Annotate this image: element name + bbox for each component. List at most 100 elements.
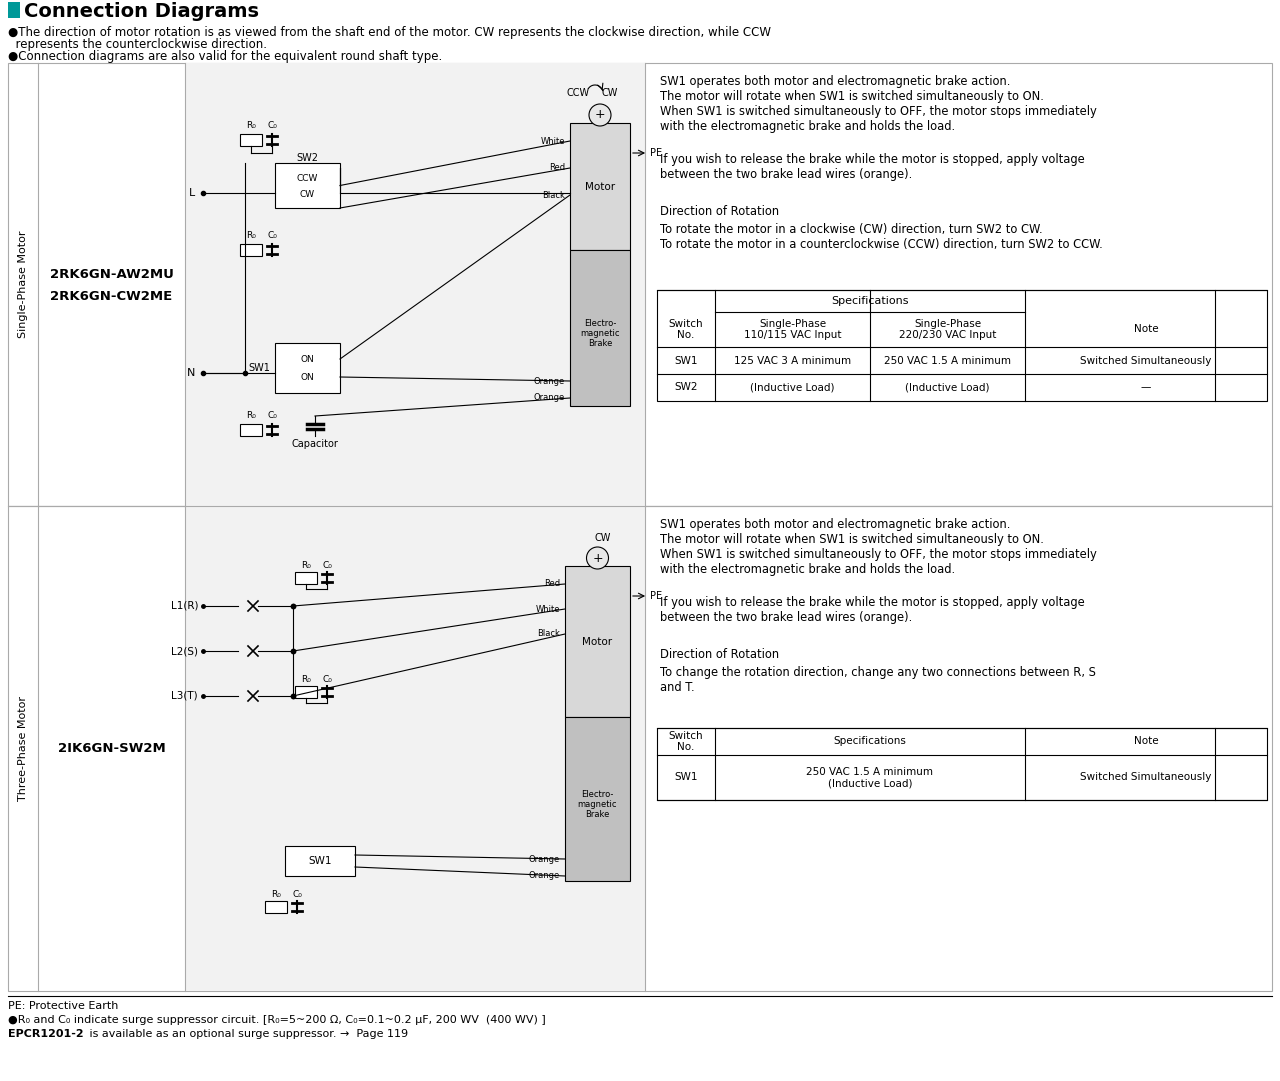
Text: Motor: Motor [585,182,616,191]
Text: Direction of Rotation: Direction of Rotation [660,648,780,660]
Text: Capacitor: Capacitor [292,439,338,449]
Text: ON: ON [301,355,315,363]
Text: Brake: Brake [588,338,612,348]
Text: Orange: Orange [534,376,564,386]
Text: L3(T): L3(T) [172,691,198,700]
Text: N: N [187,368,195,378]
Text: CCW: CCW [567,88,590,98]
Bar [657,728,1267,800]
Bar [8,506,1272,991]
Text: SW2: SW2 [297,154,319,163]
Text: (Inductive Load): (Inductive Load) [905,383,989,392]
Text: L1(R): L1(R) [170,601,198,611]
Text: magnetic: magnetic [580,329,620,337]
Text: SW1: SW1 [248,363,270,373]
Circle shape [589,104,611,126]
Text: Specifications: Specifications [833,736,906,747]
Text: Electro-: Electro- [584,319,616,328]
Text: Orange: Orange [534,393,564,402]
Bar [8,63,1272,506]
Text: Single-Phase Motor: Single-Phase Motor [18,230,28,338]
Text: ●Connection diagrams are also valid for the equivalent round shaft type.: ●Connection diagrams are also valid for … [8,50,443,63]
Text: To rotate the motor in a clockwise (CW) direction, turn SW2 to CW.
To rotate the: To rotate the motor in a clockwise (CW) … [660,223,1103,251]
Bar [285,846,355,876]
Text: L2(S): L2(S) [172,646,198,656]
Text: Switch
No.: Switch No. [668,731,703,752]
Bar [265,900,287,913]
Bar [186,63,645,506]
Bar [275,163,340,208]
Text: C₀: C₀ [268,121,276,130]
Text: C₀: C₀ [323,675,332,684]
Bar [570,123,630,251]
Bar [294,686,317,698]
Text: Brake: Brake [585,810,609,818]
Text: SW1 operates both motor and electromagnetic brake action.
The motor will rotate : SW1 operates both motor and electromagne… [660,518,1097,576]
Text: 2IK6GN-SW2M: 2IK6GN-SW2M [58,742,165,755]
Text: PE: PE [650,148,662,158]
Bar [657,290,1267,401]
Text: Orange: Orange [529,854,561,864]
Bar [294,572,317,584]
Text: Three-Phase Motor: Three-Phase Motor [18,696,28,801]
Text: —: — [1140,383,1151,392]
Text: EPCR1201-2: EPCR1201-2 [8,1029,83,1039]
Text: Switch
No.: Switch No. [668,319,703,341]
Bar [241,244,262,256]
Text: SW2: SW2 [675,383,698,392]
Text: +: + [593,551,603,564]
Text: Black: Black [543,190,564,200]
Text: Note: Note [1134,736,1158,747]
Text: Direction of Rotation: Direction of Rotation [660,205,780,218]
Text: 250 VAC 1.5 A minimum
(Inductive Load): 250 VAC 1.5 A minimum (Inductive Load) [806,766,933,788]
Text: 125 VAC 3 A minimum: 125 VAC 3 A minimum [733,356,851,365]
Bar [8,2,20,18]
Bar [186,506,645,991]
Text: represents the counterclockwise direction.: represents the counterclockwise directio… [8,38,268,51]
Text: +: + [595,108,605,121]
Text: Switched Simultaneously: Switched Simultaneously [1080,773,1212,783]
Text: If you wish to release the brake while the motor is stopped, apply voltage
betwe: If you wish to release the brake while t… [660,596,1084,624]
Text: PE: PE [650,591,662,601]
Text: R₀: R₀ [246,121,256,130]
Text: ON: ON [301,373,315,382]
Text: R₀: R₀ [271,890,280,899]
Text: 2RK6GN-AW2MU: 2RK6GN-AW2MU [50,268,173,281]
Text: 2RK6GN-CW2ME: 2RK6GN-CW2ME [50,290,173,303]
Circle shape [586,547,608,569]
Text: 250 VAC 1.5 A minimum: 250 VAC 1.5 A minimum [884,356,1011,365]
Text: Connection Diagrams: Connection Diagrams [24,2,259,21]
Text: Switched Simultaneously: Switched Simultaneously [1080,356,1212,365]
Text: White: White [535,604,561,614]
Bar [564,566,630,717]
Bar [241,134,262,146]
Text: R₀: R₀ [246,231,256,240]
Text: Red: Red [544,579,561,588]
Text: R₀: R₀ [246,411,256,421]
Text: R₀: R₀ [301,561,311,570]
Text: SW1 operates both motor and electromagnetic brake action.
The motor will rotate : SW1 operates both motor and electromagne… [660,75,1097,133]
Text: CCW: CCW [297,174,319,184]
Text: CW: CW [594,533,611,543]
Text: R₀: R₀ [301,675,311,684]
Text: Black: Black [538,629,561,639]
Text: Red: Red [549,163,564,173]
Text: Electro-: Electro- [581,789,613,799]
Text: C₀: C₀ [323,561,332,570]
Text: ●The direction of motor rotation is as viewed from the shaft end of the motor. C: ●The direction of motor rotation is as v… [8,26,771,39]
Text: White: White [540,136,564,146]
Text: magnetic: magnetic [577,800,617,809]
Text: C₀: C₀ [292,890,302,899]
Text: Orange: Orange [529,871,561,881]
Text: Single-Phase
110/115 VAC Input: Single-Phase 110/115 VAC Input [744,319,841,341]
Text: To change the rotation direction, change any two connections between R, S
and T.: To change the rotation direction, change… [660,666,1096,694]
Text: Note: Note [1134,324,1158,334]
Bar [564,717,630,881]
Text: C₀: C₀ [268,411,276,421]
Text: SW1: SW1 [675,356,698,365]
Text: is available as an optional surge suppressor. →  Page 119: is available as an optional surge suppre… [86,1029,408,1039]
Text: SW1: SW1 [675,773,698,783]
Bar [275,343,340,393]
Text: CW: CW [602,88,618,98]
Text: L: L [188,188,195,198]
